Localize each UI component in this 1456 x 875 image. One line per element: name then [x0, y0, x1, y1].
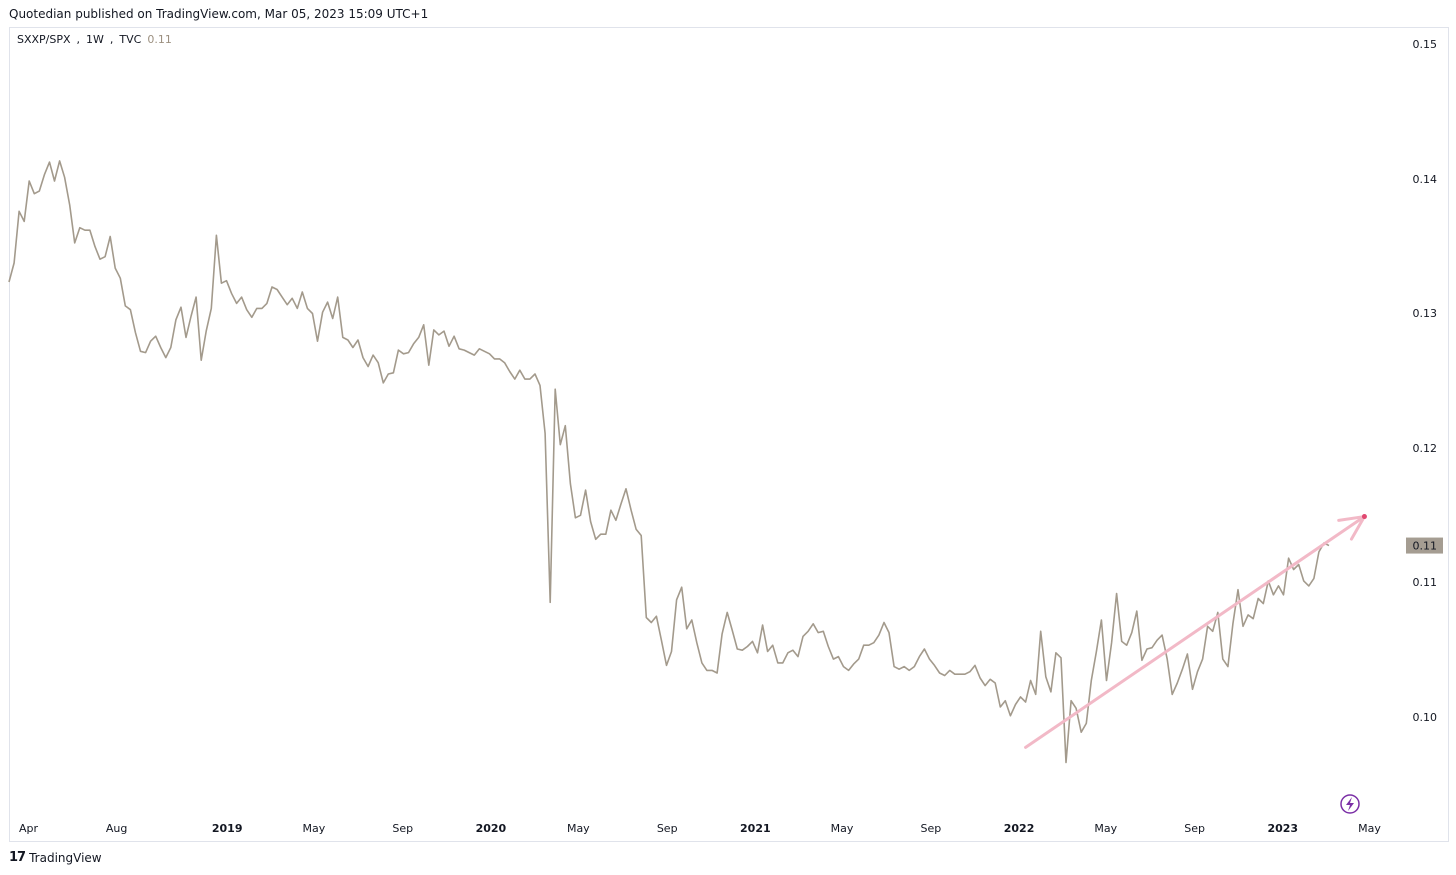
- trend-arrow-head-0[interactable]: [1349, 515, 1366, 541]
- publish-caption-text: Quotedian published on TradingView.com, …: [9, 7, 429, 21]
- x-tick-label-2: 2019: [212, 822, 243, 835]
- x-tick-label-15: May: [1358, 822, 1381, 835]
- tradingview-brand: TradingView: [29, 850, 102, 865]
- x-tick-label-11: 2022: [1004, 822, 1035, 835]
- x-tick-label-1: Aug: [106, 822, 127, 835]
- x-tick-label-14: 2023: [1267, 822, 1298, 835]
- x-tick-label-9: May: [831, 822, 854, 835]
- lightning-bolt-icon[interactable]: [1340, 794, 1360, 814]
- x-tick-label-6: May: [567, 822, 590, 835]
- trend-arrow-head-1[interactable]: [1337, 515, 1366, 522]
- legend-symbol: SXXP/SPX: [17, 33, 71, 46]
- y-tick-label-1: 0.14: [1413, 173, 1438, 186]
- chart-frame: [9, 27, 1449, 842]
- x-tick-label-5: 2020: [476, 822, 507, 835]
- x-tick-label-8: 2021: [740, 822, 771, 835]
- tradingview-logo-icon: 17: [9, 850, 26, 865]
- trend-arrow-drawing[interactable]: [1024, 514, 1367, 749]
- last-price-tag-bg: [1406, 537, 1443, 554]
- trend-arrow-anchor[interactable]: [1361, 514, 1367, 520]
- legend-last-value: 0.11: [147, 33, 172, 46]
- y-tick-label-4: 0.11: [1413, 576, 1438, 589]
- series-line: [8, 160, 1330, 764]
- x-tick-label-0: Apr: [19, 822, 39, 835]
- series-legend[interactable]: SXXP/SPX, 1W, TVC 0.11: [17, 33, 172, 46]
- price-axis[interactable]: 0.15 0.14 0.13 0.12 0.11 0.10: [1413, 38, 1438, 724]
- x-tick-label-12: May: [1094, 822, 1117, 835]
- y-tick-label-5: 0.10: [1413, 711, 1438, 724]
- x-tick-label-13: Sep: [1184, 822, 1205, 835]
- x-tick-label-3: May: [303, 822, 326, 835]
- legend-source: TVC: [119, 33, 142, 46]
- x-tick-label-4: Sep: [392, 822, 413, 835]
- publish-caption: Quotedian published on TradingView.com, …: [9, 7, 428, 21]
- y-tick-label-3: 0.12: [1413, 442, 1438, 455]
- y-tick-label-0: 0.15: [1413, 38, 1438, 51]
- y-tick-label-2: 0.13: [1413, 307, 1438, 320]
- x-tick-label-10: Sep: [921, 822, 942, 835]
- legend-separator-1: ,: [76, 33, 81, 46]
- legend-separator-2: ,: [109, 33, 114, 46]
- x-tick-label-7: Sep: [657, 822, 678, 835]
- time-axis[interactable]: Apr Aug 2019 May Sep 2020 May Sep 2021 May Sep 2022…: [19, 822, 1381, 835]
- last-price-tag-label: 0.11: [1413, 540, 1438, 553]
- legend-interval: 1W: [86, 33, 104, 46]
- tradingview-footer[interactable]: 17 TradingView: [9, 850, 102, 865]
- trend-arrow-shaft[interactable]: [1024, 515, 1366, 749]
- last-price-tag: 0.11: [1406, 537, 1443, 554]
